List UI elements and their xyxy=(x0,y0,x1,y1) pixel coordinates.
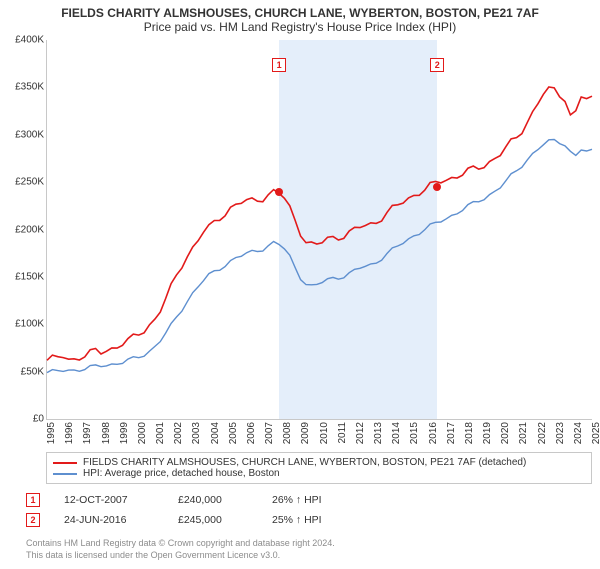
x-axis-label: 2018 xyxy=(464,422,475,444)
x-axis-label: 2022 xyxy=(537,422,548,444)
y-axis-label: £200K xyxy=(2,224,44,235)
sales-row-vs-hpi: 25% ↑ HPI xyxy=(272,514,322,526)
x-axis-labels: 1995 1996 1997 1998 1999 2000 2001 2002 2003 2004… xyxy=(46,420,592,448)
x-axis-label: 2014 xyxy=(391,422,402,444)
sale-point-dot xyxy=(433,183,441,191)
x-axis-label: 1999 xyxy=(119,422,130,444)
x-axis-label: 2016 xyxy=(428,422,439,444)
y-axis-label: £350K xyxy=(2,82,44,93)
plot-area: £0£50K£100K£150K£200K£250K£300K£350K£400… xyxy=(46,40,592,420)
sales-row-price: £245,000 xyxy=(178,514,248,526)
x-axis-label: 2004 xyxy=(210,422,221,444)
sales-row-price: £240,000 xyxy=(178,494,248,506)
legend-swatch-property xyxy=(53,462,77,464)
line-series-svg xyxy=(47,40,592,419)
sale-marker-box: 1 xyxy=(272,58,286,72)
legend-item-property: FIELDS CHARITY ALMSHOUSES, CHURCH LANE, … xyxy=(53,457,585,468)
x-axis-label: 1997 xyxy=(82,422,93,444)
y-axis-label: £0 xyxy=(2,414,44,425)
chart-title: FIELDS CHARITY ALMSHOUSES, CHURCH LANE, … xyxy=(4,6,596,20)
legend-swatch-hpi xyxy=(53,473,77,475)
y-axis-label: £50K xyxy=(2,366,44,377)
x-axis-label: 2017 xyxy=(446,422,457,444)
sales-row-vs-hpi: 26% ↑ HPI xyxy=(272,494,322,506)
sales-table: 1 12-OCT-2007 £240,000 26% ↑ HPI 2 24-JUN-201… xyxy=(26,490,592,530)
legend-label-hpi: HPI: Average price, detached house, Bost… xyxy=(83,468,280,479)
x-axis-label: 2013 xyxy=(373,422,384,444)
y-axis-label: £400K xyxy=(2,35,44,46)
x-axis-label: 2025 xyxy=(591,422,600,444)
sale-point-dot xyxy=(275,188,283,196)
x-axis-label: 2012 xyxy=(355,422,366,444)
x-axis-label: 2007 xyxy=(264,422,275,444)
x-axis-label: 2021 xyxy=(518,422,529,444)
x-axis-label: 1995 xyxy=(46,422,57,444)
x-axis-label: 2015 xyxy=(409,422,420,444)
x-axis-label: 2005 xyxy=(228,422,239,444)
x-axis-label: 2024 xyxy=(573,422,584,444)
x-axis-label: 2003 xyxy=(191,422,202,444)
sales-row-date: 24-JUN-2016 xyxy=(64,514,154,526)
x-axis-label: 1998 xyxy=(101,422,112,444)
y-axis-label: £250K xyxy=(2,177,44,188)
x-axis-label: 2002 xyxy=(173,422,184,444)
sales-row: 1 12-OCT-2007 £240,000 26% ↑ HPI xyxy=(26,490,592,510)
x-axis-label: 2001 xyxy=(155,422,166,444)
sales-row: 2 24-JUN-2016 £245,000 25% ↑ HPI xyxy=(26,510,592,530)
legend: FIELDS CHARITY ALMSHOUSES, CHURCH LANE, … xyxy=(46,452,592,484)
x-axis-label: 2009 xyxy=(300,422,311,444)
price-vs-hpi-chart: FIELDS CHARITY ALMSHOUSES, CHURCH LANE, … xyxy=(0,0,600,569)
y-axis-label: £100K xyxy=(2,319,44,330)
sales-row-marker: 2 xyxy=(26,513,40,527)
x-axis-label: 1996 xyxy=(64,422,75,444)
sales-row-date: 12-OCT-2007 xyxy=(64,494,154,506)
x-axis-label: 2020 xyxy=(500,422,511,444)
footer-line-1: Contains HM Land Registry data © Crown c… xyxy=(26,538,592,550)
x-axis-label: 2023 xyxy=(555,422,566,444)
x-axis-label: 2008 xyxy=(282,422,293,444)
sales-row-marker: 1 xyxy=(26,493,40,507)
x-axis-label: 2006 xyxy=(246,422,257,444)
chart-subtitle: Price paid vs. HM Land Registry's House … xyxy=(4,20,596,34)
x-axis-label: 2000 xyxy=(137,422,148,444)
x-axis-label: 2019 xyxy=(482,422,493,444)
x-axis-label: 2010 xyxy=(319,422,330,444)
y-axis-label: £150K xyxy=(2,271,44,282)
legend-label-property: FIELDS CHARITY ALMSHOUSES, CHURCH LANE, … xyxy=(83,457,526,468)
sale-marker-box: 2 xyxy=(430,58,444,72)
legend-item-hpi: HPI: Average price, detached house, Bost… xyxy=(53,468,585,479)
chart-footer: Contains HM Land Registry data © Crown c… xyxy=(26,538,592,561)
y-axis-label: £300K xyxy=(2,129,44,140)
x-axis-label: 2011 xyxy=(337,422,348,444)
